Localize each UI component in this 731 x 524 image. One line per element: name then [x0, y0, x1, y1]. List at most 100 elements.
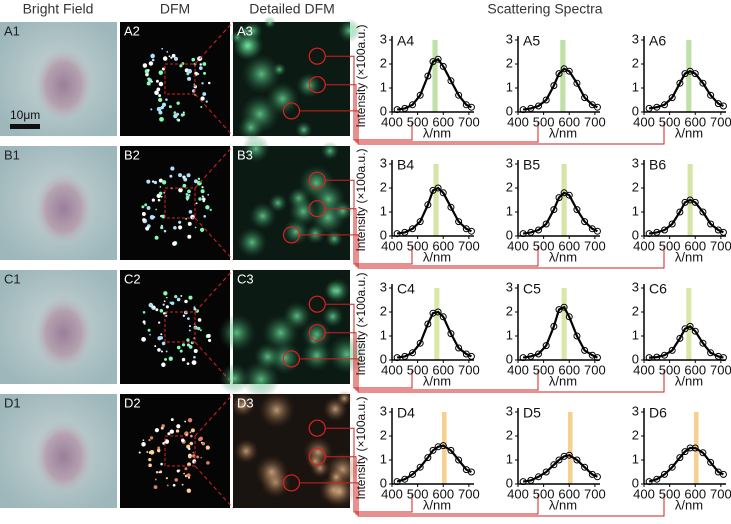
data-point: [676, 334, 684, 342]
x-axis-label: λ/nm: [549, 373, 577, 388]
speckle: [199, 436, 203, 441]
y-tick-label: 0: [380, 351, 387, 366]
speckle: [151, 198, 155, 202]
speckle: [186, 362, 190, 366]
data-point: [455, 456, 463, 464]
y-tick-label: 0: [632, 103, 639, 118]
x-tick-label: 500: [659, 238, 681, 253]
data-point: [409, 225, 416, 233]
dfm-image: [120, 270, 230, 384]
spectrum-chart: 0 1 2 3 400 500 600 700 λ/nm Intensity (×100a.u.)…: [354, 24, 480, 140]
speckle: [183, 472, 185, 475]
speckle: [187, 454, 192, 459]
speckle: [156, 448, 161, 453]
data-point: [719, 102, 727, 110]
speckle: [142, 311, 146, 314]
speckle: [155, 79, 159, 83]
peak-band: [433, 164, 439, 236]
data-point: [565, 451, 573, 459]
speckle: [183, 177, 188, 182]
speckle: [185, 433, 188, 436]
data-point: [429, 446, 437, 454]
panel-label: A1: [4, 23, 20, 38]
data-point: [424, 320, 432, 328]
zoom-box: [164, 63, 196, 95]
speckle: [196, 455, 200, 459]
speckle: [162, 441, 166, 445]
y-tick-label: 1: [632, 327, 639, 342]
data-point: [434, 184, 442, 192]
speckle: [206, 333, 211, 338]
x-tick-label: 600: [432, 362, 454, 377]
speckle: [158, 81, 164, 87]
blob: [263, 16, 276, 29]
speckle: [178, 220, 182, 224]
data-point: [555, 194, 563, 202]
speckle: [193, 325, 198, 330]
y-tick-label: 2: [506, 55, 513, 70]
x-tick-label: 500: [407, 486, 429, 501]
speckle: [155, 471, 159, 474]
x-axis-label: λ/nm: [549, 497, 577, 512]
y-tick-label: 1: [380, 451, 387, 466]
chart-label: B6: [649, 157, 666, 173]
spectrum-line: [522, 305, 598, 359]
data-point: [699, 79, 707, 87]
data-point: [581, 463, 589, 471]
speckle: [154, 428, 159, 433]
speckle: [188, 210, 193, 214]
data-point: [707, 458, 715, 466]
data-point: [653, 103, 661, 111]
x-axis-label: λ/nm: [423, 373, 451, 388]
speckle: [190, 214, 195, 220]
y-tick-label: 1: [632, 451, 639, 466]
data-point: [424, 454, 432, 462]
speckle: [144, 203, 148, 207]
y-tick-label: 3: [632, 279, 639, 294]
spectrum-chart: 0 1 2 3 400 500 600 700 λ/nm Intensity (×100a.u.)…: [354, 272, 480, 388]
data-point: [416, 218, 424, 226]
data-point: [668, 94, 676, 102]
dfm-image: [120, 146, 230, 260]
speckle: [201, 442, 206, 446]
data-point: [661, 351, 668, 359]
speckle: [179, 64, 183, 68]
data-point: [434, 443, 442, 451]
speckle: [148, 302, 154, 308]
y-tick-label: 3: [506, 31, 513, 46]
spectrum-chart: 0 1 2 3 400 500 600 700 λ/nm A5: [506, 31, 606, 140]
speckle: [178, 187, 183, 193]
speckle: [170, 166, 175, 171]
x-tick-label: 500: [659, 362, 681, 377]
data-point: [593, 227, 601, 235]
speckle: [181, 483, 184, 486]
x-tick-label: 400: [381, 114, 403, 129]
speckle: [187, 317, 190, 320]
speckle: [148, 61, 154, 66]
data-point: [699, 449, 707, 457]
zoom-line: [194, 465, 234, 509]
speckle: [179, 349, 183, 353]
panel-label: C1: [4, 271, 21, 286]
speckle: [190, 428, 195, 433]
x-tick-label: 500: [407, 362, 429, 377]
speckle: [161, 362, 166, 368]
data-point: [699, 208, 707, 216]
speckle: [162, 56, 168, 61]
data-point: [560, 452, 568, 460]
speckle: [173, 56, 178, 61]
x-tick-label: 400: [381, 362, 403, 377]
speckle: [155, 308, 159, 312]
cell: [33, 171, 94, 247]
x-axis-label: λ/nm: [675, 249, 703, 264]
speckle: [197, 326, 201, 331]
y-tick-label: 0: [506, 227, 513, 242]
speckle: [182, 314, 186, 317]
speckle: [141, 205, 145, 209]
speckle: [193, 348, 198, 353]
spectrum-chart: 0 1 2 3 400 500 600 700 λ/nm B6: [632, 155, 731, 264]
data-point: [691, 198, 699, 206]
spectrum-chart: 0 1 2 3 400 500 600 700 λ/nm Intensity (×100a.u.)…: [354, 148, 480, 264]
y-tick-label: 0: [632, 227, 639, 242]
x-axis-label: λ/nm: [423, 497, 451, 512]
